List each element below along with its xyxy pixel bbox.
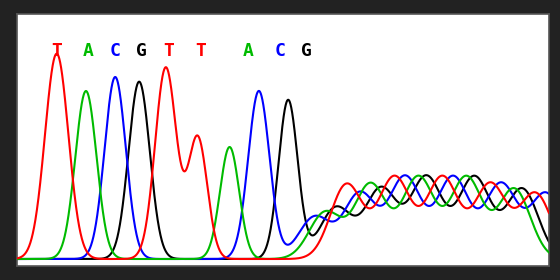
Text: G: G xyxy=(137,42,147,60)
Text: A: A xyxy=(243,42,254,60)
Text: T: T xyxy=(52,42,62,60)
Text: A: A xyxy=(83,42,94,60)
Text: T: T xyxy=(163,42,174,60)
Text: C: C xyxy=(275,42,286,60)
Text: T: T xyxy=(195,42,206,60)
Text: G: G xyxy=(301,42,312,60)
Text: C: C xyxy=(110,42,120,60)
